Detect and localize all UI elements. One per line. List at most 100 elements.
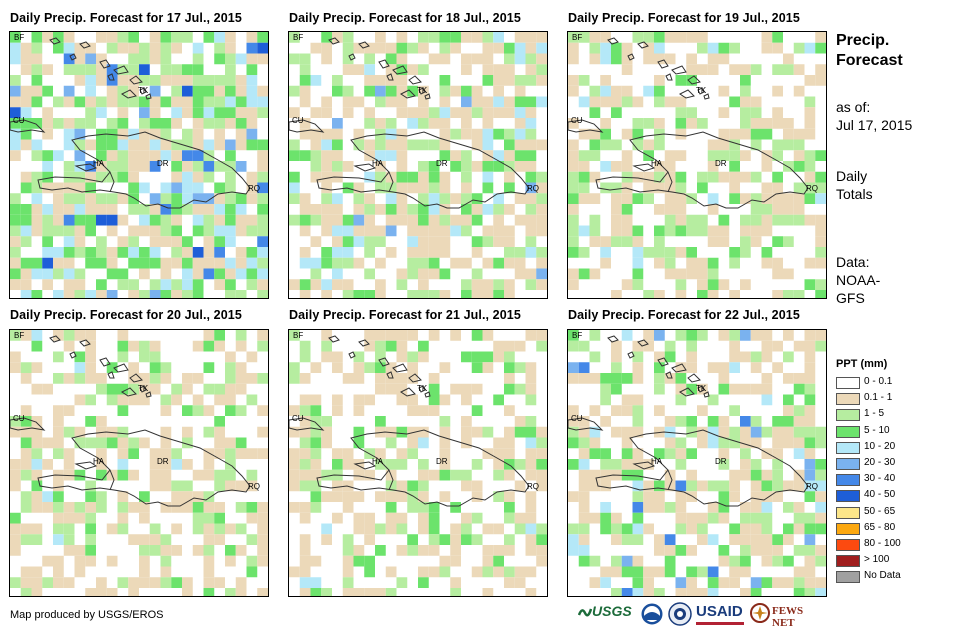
precip-cell	[42, 204, 53, 215]
bahamas-island-outline	[671, 363, 687, 373]
precip-cell	[139, 577, 150, 588]
precip-cell	[407, 247, 418, 258]
precip-cell	[654, 502, 665, 513]
precip-cell	[106, 214, 118, 226]
precip-cell	[353, 373, 365, 384]
precip-cell	[568, 268, 579, 280]
precip-cell	[461, 279, 472, 290]
precip-cell	[461, 225, 472, 237]
precip-cell	[214, 268, 225, 280]
precip-cell	[342, 534, 354, 545]
precip-cell	[611, 555, 622, 567]
precip-cell	[740, 193, 751, 204]
side-title-line1: Precip.	[836, 32, 890, 49]
precip-cell	[772, 182, 783, 194]
precip-cell	[568, 75, 579, 86]
precip-cell	[182, 236, 193, 247]
precip-cell	[600, 236, 611, 247]
precip-cell	[396, 426, 408, 438]
precip-cell	[654, 351, 665, 363]
precip-cell	[707, 171, 719, 183]
precip-cell	[450, 330, 461, 341]
precip-cell	[611, 566, 622, 578]
precip-cell	[20, 491, 32, 502]
precip-cell	[493, 394, 504, 406]
precip-cell	[385, 566, 397, 578]
precip-cell	[707, 225, 719, 237]
precip-cell	[225, 290, 236, 298]
precip-cell	[149, 340, 161, 352]
precip-cell	[299, 257, 311, 269]
precip-cell	[621, 566, 633, 578]
precip-cell	[106, 96, 118, 108]
precip-cell	[783, 268, 794, 280]
gonave-island-outline	[74, 461, 98, 470]
precip-cell	[439, 150, 451, 161]
precip-cell	[525, 469, 537, 481]
precip-cell	[225, 588, 236, 596]
precip-cell	[439, 469, 451, 481]
precip-cell	[74, 96, 86, 108]
precip-cell	[96, 491, 107, 502]
precip-cell	[428, 405, 440, 416]
precip-cell	[611, 139, 622, 151]
precip-cell	[740, 502, 751, 513]
precip-cell	[235, 523, 247, 535]
precip-cell	[804, 426, 816, 438]
precip-cell	[418, 268, 429, 280]
precip-cell	[632, 523, 644, 535]
precip-cell	[396, 279, 408, 290]
precip-cell	[139, 42, 150, 54]
precip-cell	[310, 268, 322, 280]
precip-cell	[149, 247, 161, 258]
precip-cell	[428, 214, 440, 226]
precip-cell	[611, 236, 622, 247]
precip-cell	[729, 290, 740, 298]
precip-cell	[761, 193, 773, 204]
precip-cell	[299, 588, 311, 596]
precip-cell	[664, 448, 676, 459]
precip-cell	[20, 225, 32, 237]
precip-cell	[139, 394, 150, 406]
precip-cell	[63, 96, 75, 108]
precip-cell	[815, 545, 826, 556]
bahamas-island-outline	[386, 371, 394, 379]
precip-cell	[74, 351, 86, 363]
cuba-outline	[289, 417, 325, 431]
precip-cell	[686, 577, 697, 588]
precip-cell	[63, 373, 75, 384]
cuba-outline	[10, 417, 46, 431]
precip-cell	[74, 290, 86, 298]
precip-cell	[536, 257, 547, 269]
precip-cell	[31, 426, 43, 438]
precip-cell	[63, 512, 75, 524]
precip-cell	[697, 268, 708, 280]
precip-cell	[139, 53, 150, 65]
precip-cell	[182, 268, 193, 280]
precip-cell	[536, 459, 547, 470]
precip-cell	[20, 171, 32, 183]
precip-cell	[461, 193, 472, 204]
precip-cell	[804, 330, 816, 341]
precip-cell	[504, 383, 515, 395]
precip-cell	[289, 53, 300, 65]
precip-cell	[482, 236, 494, 247]
precip-cell	[718, 150, 730, 161]
precip-cell	[257, 42, 268, 54]
precip-cell	[525, 193, 537, 204]
precip-cell	[600, 128, 611, 140]
precip-cell	[750, 139, 762, 151]
precip-cell	[53, 577, 64, 588]
precip-cell	[611, 225, 622, 237]
precip-cell	[214, 426, 225, 438]
precip-cell	[621, 64, 633, 75]
precip-cell	[664, 225, 676, 237]
precip-cell	[525, 225, 537, 237]
precip-cell	[20, 107, 32, 118]
precip-cell	[182, 85, 193, 97]
precip-cell	[407, 534, 418, 545]
precip-cell	[418, 225, 429, 237]
precip-cell	[783, 351, 794, 363]
precip-cell	[20, 182, 32, 194]
precip-cell	[815, 459, 826, 470]
